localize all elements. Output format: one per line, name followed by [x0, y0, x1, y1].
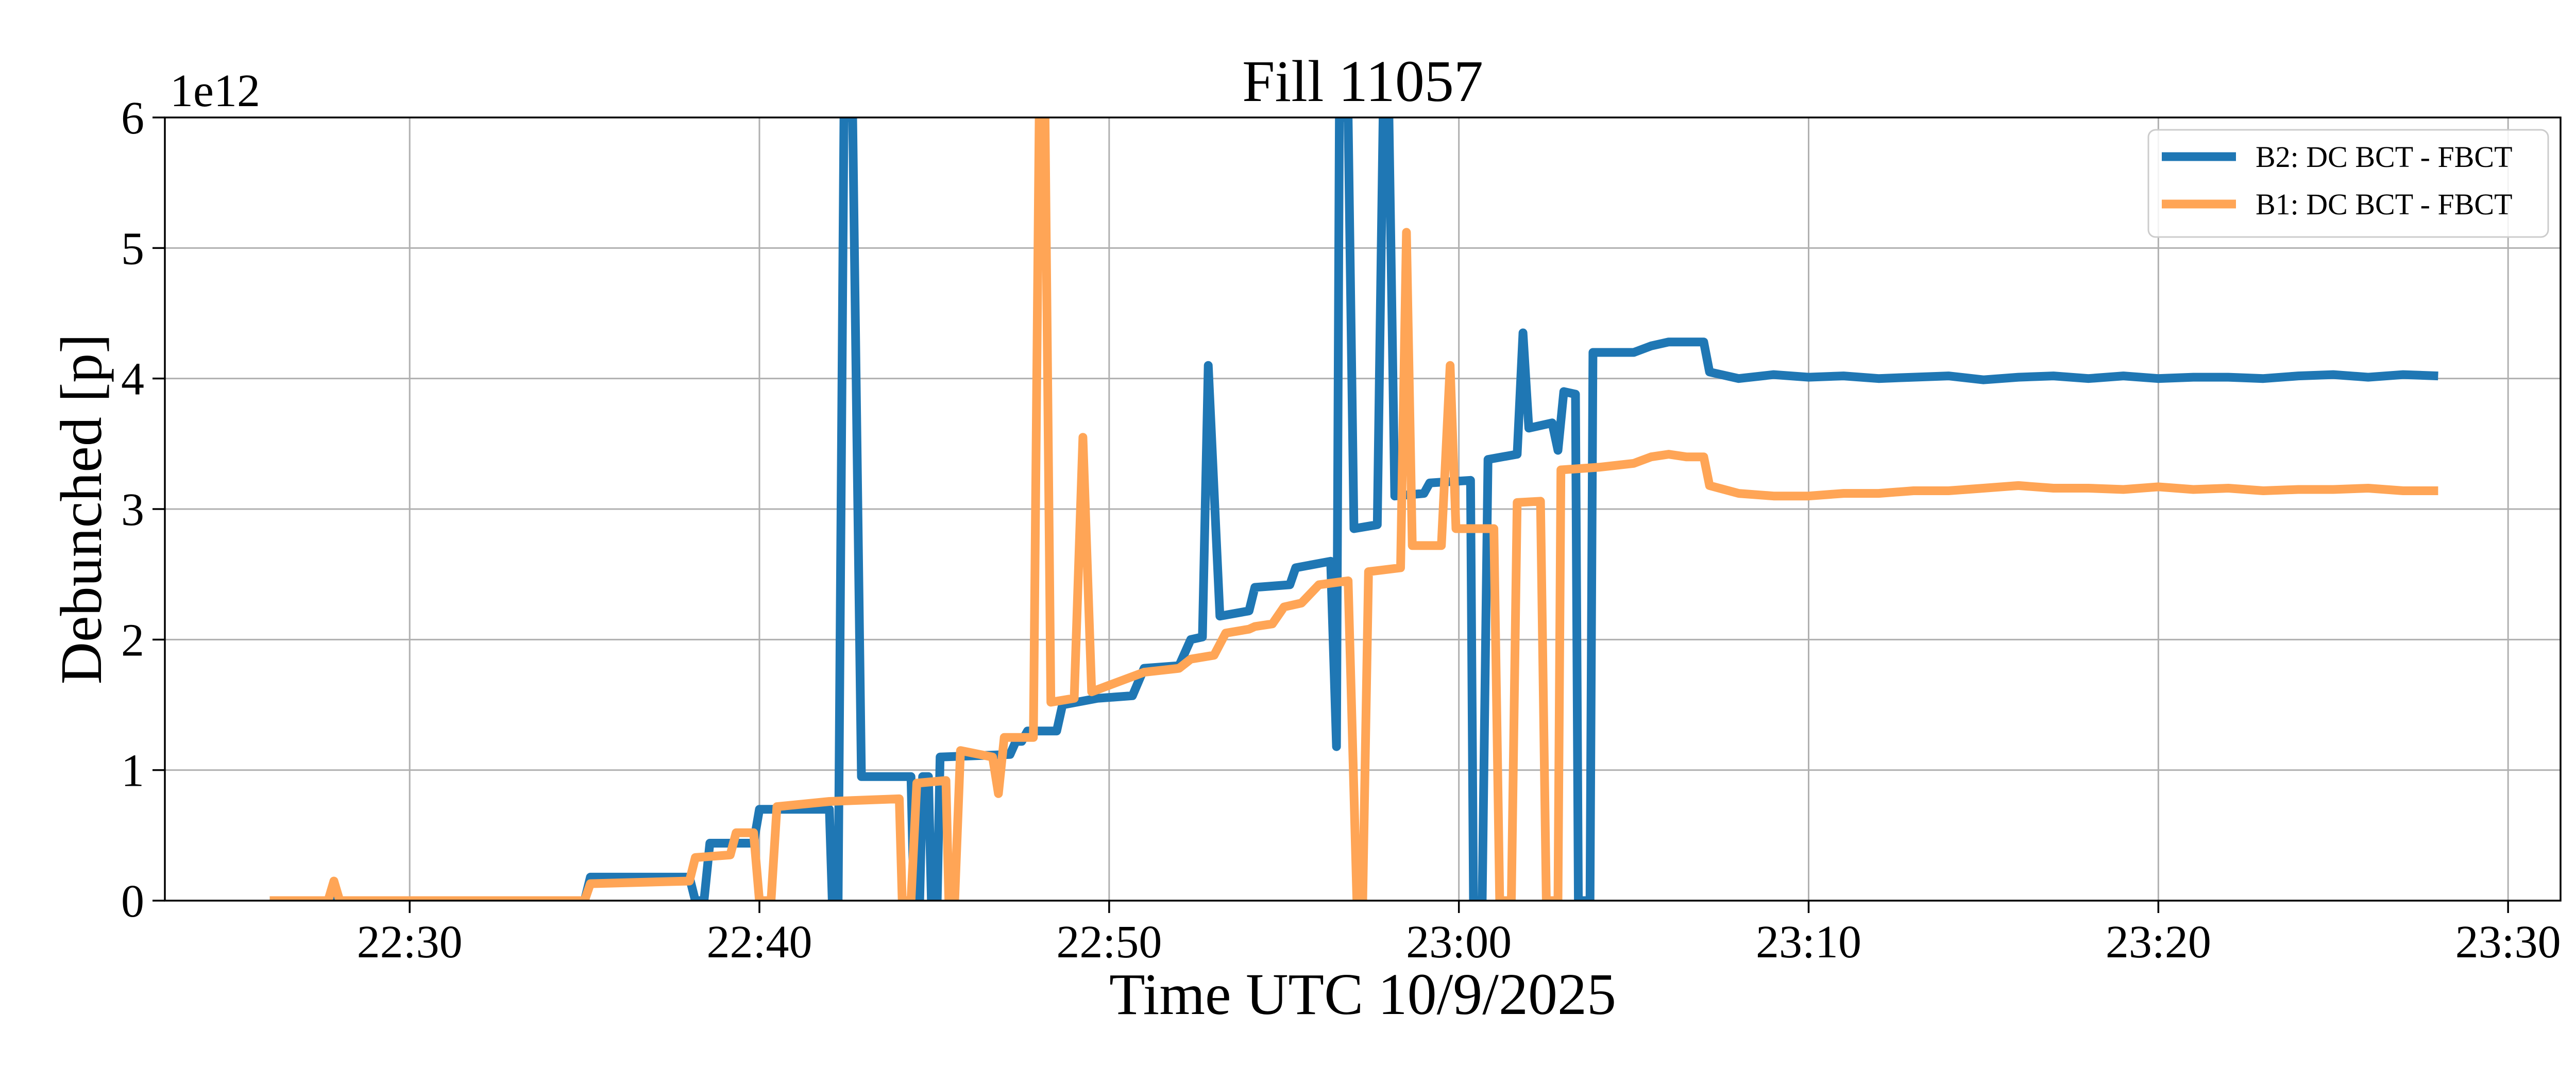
x-tick-label: 23:10	[1756, 917, 1861, 968]
series-line-b1	[269, 117, 2438, 901]
x-axis-label: Time UTC 10/9/2025	[1109, 961, 1616, 1027]
x-tick-label: 23:30	[2455, 917, 2561, 968]
y-tick-label: 2	[121, 615, 144, 666]
y-tick-label: 5	[121, 223, 144, 274]
series-layer	[269, 117, 2438, 901]
y-offset-label: 1e12	[170, 65, 260, 116]
legend-label-b2: B2: DC BCT - FBCT	[2256, 140, 2513, 174]
y-tick-label: 0	[121, 876, 144, 927]
legend: B2: DC BCT - FBCT B1: DC BCT - FBCT	[2147, 129, 2549, 238]
x-tick-label: 22:50	[1056, 917, 1162, 968]
series-line-b2	[269, 117, 2438, 901]
y-tick-label: 1	[121, 746, 144, 797]
chart-title: Fill 11057	[1242, 48, 1483, 114]
legend-label-b1: B1: DC BCT - FBCT	[2256, 188, 2513, 221]
y-tick-label: 6	[121, 93, 144, 144]
x-tick-label: 22:40	[707, 917, 812, 968]
y-axis-label: Debunched [p]	[48, 334, 114, 685]
x-tick-label: 23:20	[2106, 917, 2211, 968]
y-tick-label: 4	[121, 354, 144, 405]
x-tick-label: 23:00	[1406, 917, 1512, 968]
y-tick-label: 3	[121, 484, 144, 535]
x-tick-label: 22:30	[357, 917, 463, 968]
ticks-layer: 22:30 22:40 22:50 23:00 23:10 23:20 23:30 0 1 2 3 4…	[121, 93, 2561, 968]
legend-box	[2147, 129, 2549, 238]
